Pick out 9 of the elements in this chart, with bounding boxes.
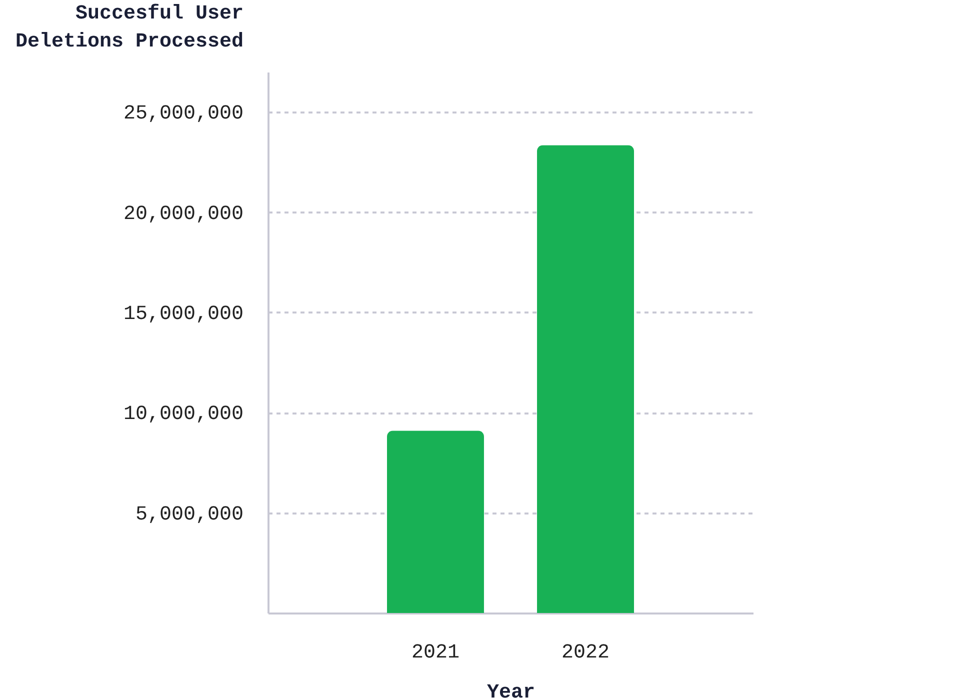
y-tick-label: 5,000,000 (135, 503, 244, 526)
y-axis-title: Succesful User Deletions Processed (15, 2, 244, 54)
x-axis-title: Year (486, 682, 536, 698)
x-tick-label: 2022 (562, 642, 610, 664)
y-tick-label: 15,000,000 (123, 302, 244, 326)
y-tick-label: 25,000,000 (123, 102, 244, 126)
y-tick-label: 20,000,000 (123, 202, 244, 226)
x-tick-label: 2021 (411, 642, 460, 664)
y-tick-label: 10,000,000 (123, 403, 244, 426)
